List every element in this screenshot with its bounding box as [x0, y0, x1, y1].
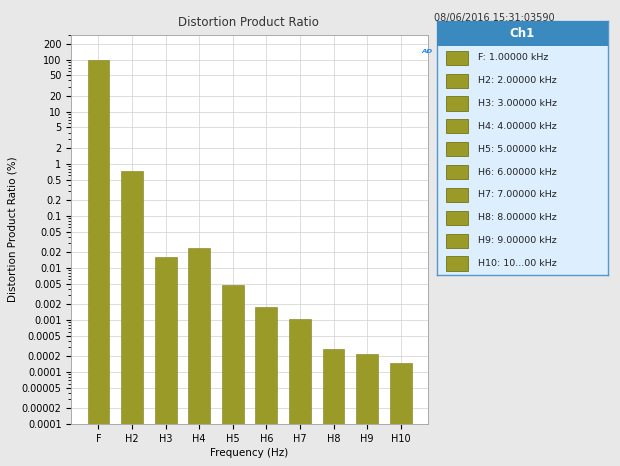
- Bar: [289, 319, 311, 466]
- Text: H10: 10...00 kHz: H10: 10...00 kHz: [478, 259, 557, 268]
- Bar: [446, 211, 467, 225]
- Bar: [446, 96, 467, 110]
- Bar: [87, 60, 109, 466]
- Text: F: 1.00000 kHz: F: 1.00000 kHz: [478, 53, 549, 62]
- Text: H8: 8.00000 kHz: H8: 8.00000 kHz: [478, 213, 557, 222]
- Bar: [154, 257, 177, 466]
- Bar: [446, 51, 467, 65]
- Text: H4: 4.00000 kHz: H4: 4.00000 kHz: [478, 122, 557, 131]
- Bar: [446, 233, 467, 248]
- Bar: [322, 349, 345, 466]
- Text: 08/06/2016 15:31:03590: 08/06/2016 15:31:03590: [434, 13, 555, 23]
- Bar: [356, 354, 378, 466]
- Text: H9: 9.00000 kHz: H9: 9.00000 kHz: [478, 236, 557, 245]
- Text: Ch1: Ch1: [510, 27, 535, 40]
- Bar: [255, 307, 277, 466]
- Text: H6: 6.00000 kHz: H6: 6.00000 kHz: [478, 168, 557, 177]
- Bar: [390, 363, 412, 466]
- Bar: [446, 165, 467, 179]
- Text: H5: 5.00000 kHz: H5: 5.00000 kHz: [478, 145, 557, 154]
- Text: H3: 3.00000 kHz: H3: 3.00000 kHz: [478, 99, 557, 108]
- Bar: [446, 188, 467, 202]
- Bar: [446, 74, 467, 88]
- Bar: [446, 142, 467, 156]
- Bar: [437, 21, 608, 46]
- Text: Distortion Product Ratio: Distortion Product Ratio: [177, 16, 319, 29]
- Text: H7: 7.00000 kHz: H7: 7.00000 kHz: [478, 191, 557, 199]
- Bar: [188, 248, 210, 466]
- Text: ᴬᴰ: ᴬᴰ: [421, 48, 432, 59]
- Bar: [446, 119, 467, 133]
- Bar: [121, 171, 143, 466]
- Y-axis label: Distortion Product Ratio (%): Distortion Product Ratio (%): [7, 157, 17, 302]
- Bar: [222, 285, 244, 466]
- X-axis label: Frequency (Hz): Frequency (Hz): [210, 448, 289, 458]
- Bar: [446, 256, 467, 271]
- Text: H2: 2.00000 kHz: H2: 2.00000 kHz: [478, 76, 557, 85]
